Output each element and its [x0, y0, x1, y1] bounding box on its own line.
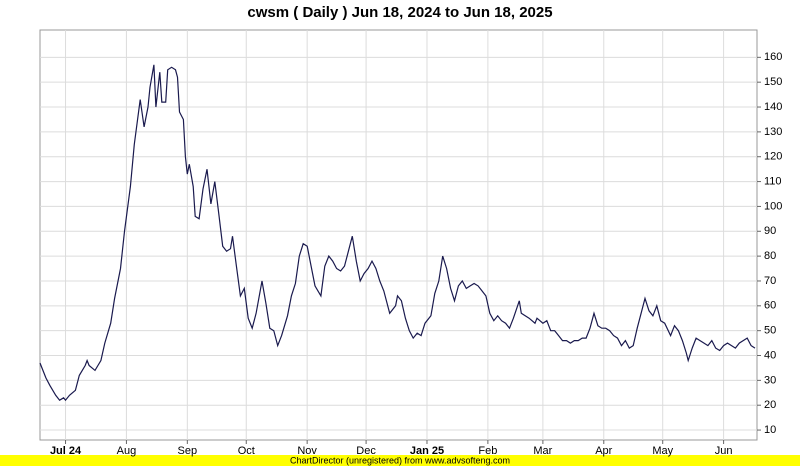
- x-tick-label: Nov: [297, 445, 317, 457]
- x-tick-label: Mar: [533, 445, 552, 457]
- y-tick-label: 90: [764, 225, 776, 237]
- x-tick-label: Feb: [478, 445, 497, 457]
- x-tick-label: Jul 24: [50, 445, 82, 457]
- y-tick-label: 80: [764, 250, 776, 262]
- y-tick-label: 10: [764, 424, 776, 436]
- y-tick-label: 40: [764, 349, 776, 361]
- y-tick-label: 160: [764, 51, 782, 63]
- x-tick-label: Apr: [595, 445, 612, 457]
- y-tick-label: 70: [764, 275, 776, 287]
- y-tick-label: 130: [764, 126, 782, 138]
- y-tick-label: 60: [764, 300, 776, 312]
- y-tick-label: 20: [764, 399, 776, 411]
- x-tick-label: Jan 25: [410, 445, 444, 457]
- y-tick-label: 50: [764, 325, 776, 337]
- x-tick-label: Dec: [356, 445, 376, 457]
- chart-title: cwsm ( Daily ) Jun 18, 2024 to Jun 18, 2…: [247, 4, 552, 21]
- x-tick-label: Jun: [715, 445, 733, 457]
- x-tick-label: May: [652, 445, 673, 457]
- y-tick-label: 120: [764, 151, 782, 163]
- y-tick-label: 100: [764, 200, 782, 212]
- y-tick-label: 150: [764, 76, 782, 88]
- price-line: [39, 64, 756, 402]
- y-tick-label: 110: [764, 175, 782, 187]
- x-tick-label: Aug: [117, 445, 137, 457]
- y-tick-label: 30: [764, 374, 776, 386]
- y-tick-label: 140: [764, 101, 782, 113]
- x-tick-label: Sep: [178, 445, 198, 457]
- x-tick-label: Oct: [238, 445, 255, 457]
- plot-area: [39, 29, 758, 441]
- footer-text: ChartDirector (unregistered) from www.ad…: [290, 455, 510, 465]
- footer-bar: [0, 455, 800, 466]
